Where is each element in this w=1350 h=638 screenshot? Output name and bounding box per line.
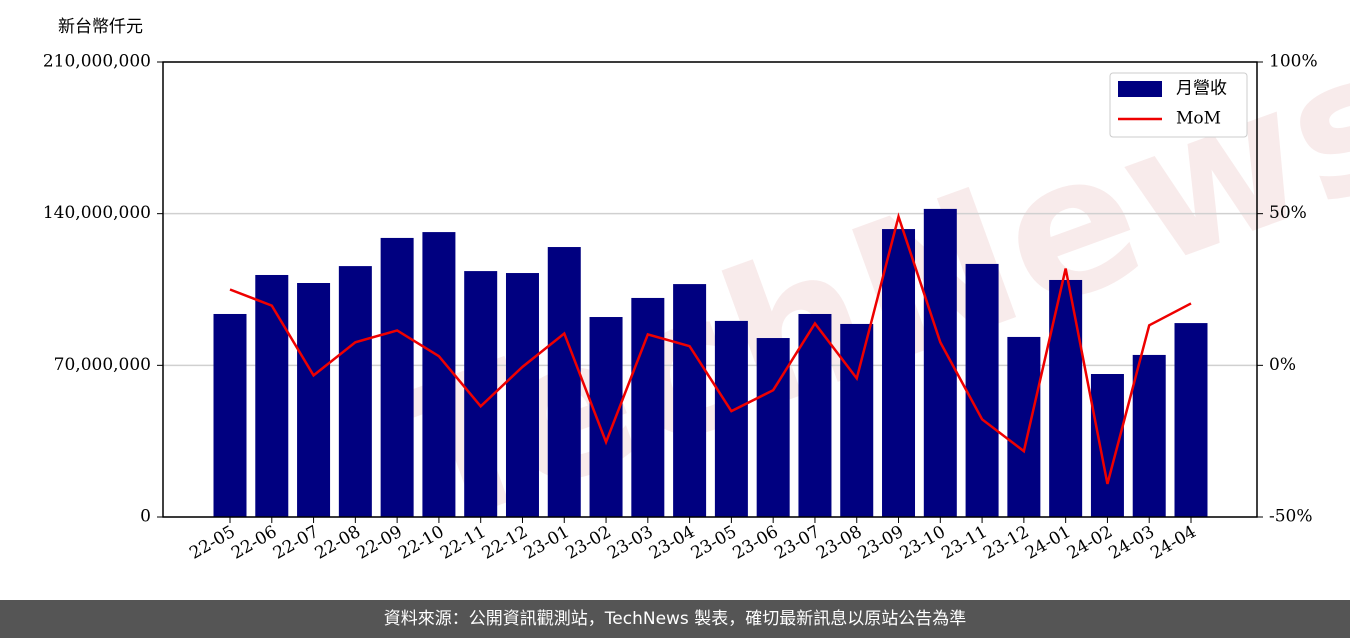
bar: [798, 313, 832, 517]
x-tick-label: 23-02: [562, 522, 614, 564]
x-tick-label: 24-02: [1064, 522, 1116, 564]
bar: [1174, 323, 1208, 517]
bar: [714, 320, 748, 517]
legend-label: 月營收: [1176, 79, 1227, 99]
plot-frame: [162, 61, 1258, 518]
bar: [589, 317, 623, 517]
x-tick-label: 23-03: [604, 522, 656, 564]
bar: [297, 283, 331, 517]
x-tick-label: 23-04: [646, 522, 698, 564]
bar: [965, 263, 999, 517]
y-tick-label: 70,000,000: [54, 355, 151, 375]
bar: [255, 274, 289, 517]
y2-tick-label: 50%: [1269, 203, 1307, 223]
bar: [338, 266, 372, 517]
x-tick-label: 23-05: [688, 522, 740, 564]
source-note: 資料來源：公開資訊觀測站，TechNews 製表，確切最新訊息以原站公告為準: [384, 609, 966, 629]
y-tick-label: 210,000,000: [43, 52, 151, 72]
bar: [756, 338, 790, 517]
x-tick-label: 23-12: [980, 522, 1032, 564]
bar: [213, 313, 247, 517]
x-tick-label: 23-10: [897, 522, 949, 564]
bar: [380, 237, 414, 517]
x-tick-label: 24-01: [1022, 522, 1074, 564]
x-tick-label: 22-06: [228, 522, 280, 564]
y-tick-label: 0: [140, 507, 151, 527]
y-axis-label: 新台幣仟元: [58, 17, 143, 37]
bar: [840, 323, 874, 517]
x-tick-label: 22-07: [270, 522, 322, 564]
bar: [1090, 374, 1124, 517]
legend-label: MoM: [1176, 109, 1221, 129]
bar: [1132, 354, 1166, 517]
x-tick-label: 23-08: [813, 522, 865, 564]
bar: [547, 247, 581, 518]
x-tick-label: 22-09: [353, 522, 405, 564]
bar: [1007, 336, 1041, 517]
bar: [505, 273, 539, 517]
x-tick-label: 24-04: [1147, 522, 1199, 564]
x-tick-label: 22-05: [186, 522, 238, 564]
x-tick-label: 22-10: [395, 522, 447, 564]
x-tick-label: 23-11: [938, 522, 990, 564]
bar: [631, 297, 665, 517]
y2-tick-label: 0%: [1269, 355, 1296, 375]
legend-swatch: [1118, 81, 1162, 97]
x-tick-label: 22-08: [312, 522, 364, 564]
mom-line: [229, 212, 1192, 485]
bar: [882, 229, 916, 518]
bar: [673, 284, 707, 517]
x-tick-label: 23-06: [729, 522, 781, 564]
bar: [422, 232, 456, 518]
x-tick-label: 23-07: [771, 522, 823, 564]
x-tick-label: 23-09: [855, 522, 907, 564]
footer-bar: [0, 600, 1350, 638]
y-tick-label: 140,000,000: [43, 203, 151, 223]
y2-tick-label: 100%: [1269, 52, 1318, 72]
x-tick-label: 24-03: [1106, 522, 1158, 564]
y2-tick-label: -50%: [1269, 507, 1313, 527]
